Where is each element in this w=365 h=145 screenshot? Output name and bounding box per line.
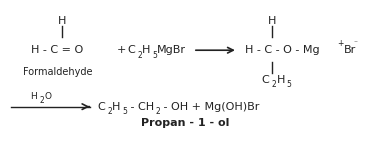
Text: 5: 5	[152, 51, 157, 60]
Text: - CH: - CH	[127, 102, 154, 112]
Text: 2: 2	[107, 107, 112, 116]
Text: C: C	[262, 75, 269, 85]
Text: C: C	[127, 45, 135, 55]
Text: Propan - 1 - ol: Propan - 1 - ol	[141, 117, 229, 127]
Text: 5: 5	[122, 107, 127, 116]
Text: 2: 2	[137, 51, 142, 60]
Text: Br: Br	[343, 45, 356, 55]
Text: 2: 2	[155, 107, 160, 116]
Text: C: C	[97, 102, 105, 112]
Text: 2: 2	[39, 96, 44, 105]
Text: H: H	[268, 16, 276, 26]
Text: H: H	[58, 16, 67, 26]
Text: H - C - O - Mg: H - C - O - Mg	[245, 45, 319, 55]
Text: 2: 2	[272, 80, 276, 89]
Text: 5: 5	[287, 80, 292, 89]
Text: H - C = O: H - C = O	[31, 45, 83, 55]
Text: +: +	[337, 39, 344, 48]
Text: O: O	[45, 92, 51, 101]
Text: H: H	[277, 75, 285, 85]
Text: MgBr: MgBr	[157, 45, 186, 55]
Text: ⁻: ⁻	[353, 39, 357, 48]
Text: - OH + Mg(OH)Br: - OH + Mg(OH)Br	[160, 102, 260, 112]
Text: Formaldehyde: Formaldehyde	[23, 67, 92, 77]
Text: H: H	[112, 102, 121, 112]
Text: +: +	[117, 45, 127, 55]
Text: H: H	[142, 45, 150, 55]
Text: H: H	[31, 92, 37, 101]
